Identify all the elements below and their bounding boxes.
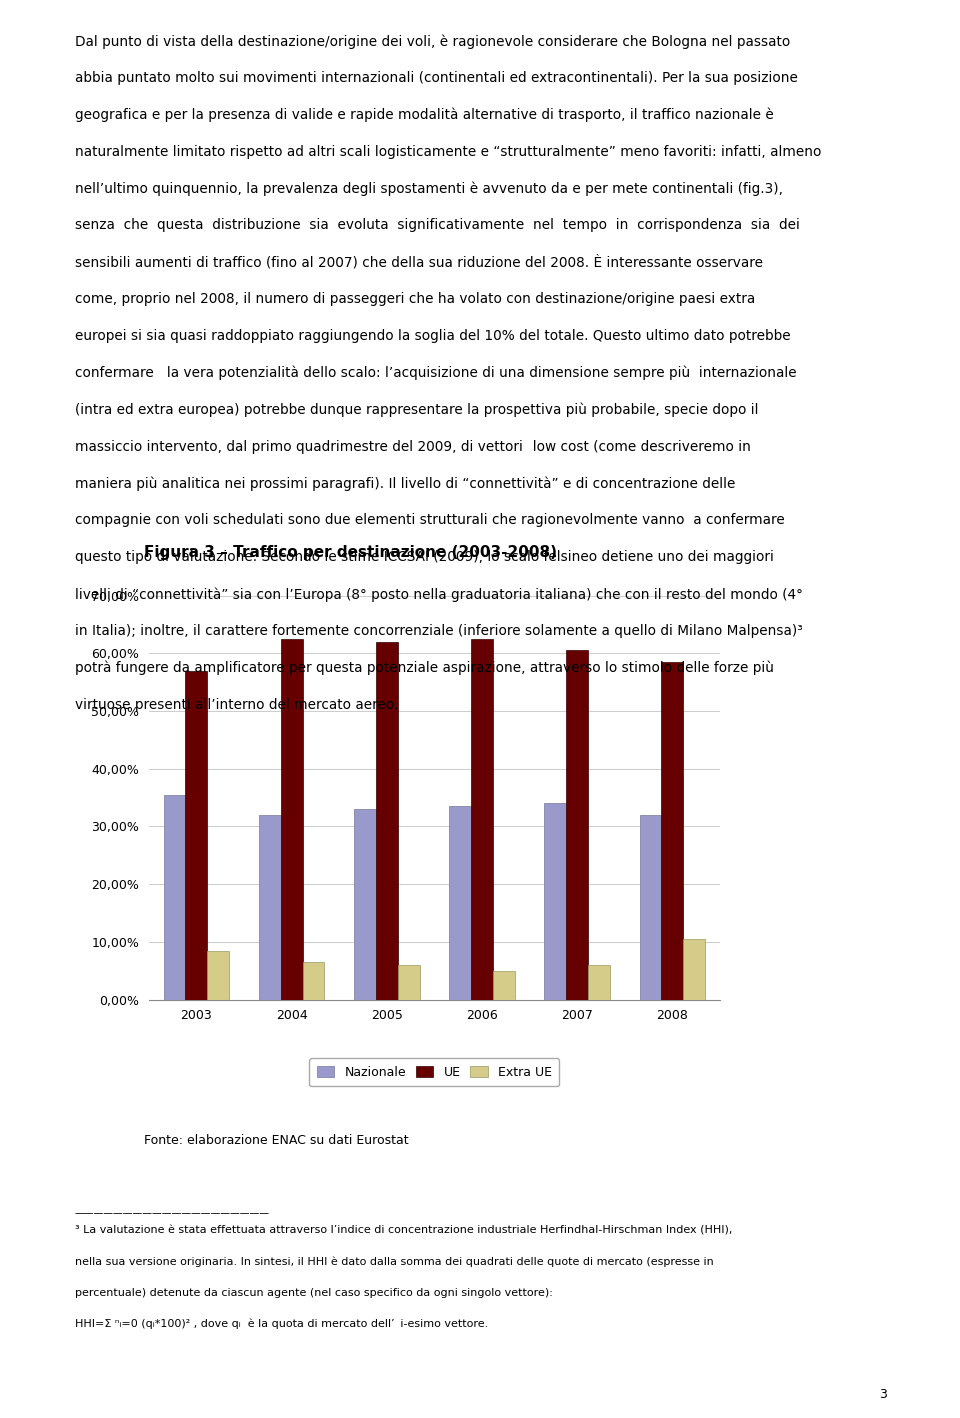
Text: 3: 3 <box>879 1388 887 1401</box>
Text: Dal punto di vista della destinazione/origine dei voli, è ragionevole considerar: Dal punto di vista della destinazione/or… <box>75 34 790 48</box>
Bar <box>471 640 492 1000</box>
Text: in Italia); inoltre, il carattere fortemente concorrenziale (inferiore solamente: in Italia); inoltre, il carattere fortem… <box>75 624 803 638</box>
Text: compagnie con voli schedulati sono due elementi strutturali che ragionevolmente : compagnie con voli schedulati sono due e… <box>75 513 784 527</box>
Text: (intra ed extra europea) potrebbe dunque rappresentare la prospettiva più probab: (intra ed extra europea) potrebbe dunque… <box>75 403 758 417</box>
Bar <box>566 651 588 1000</box>
Text: HHI=Σ ⁿᵢ=0 (qᵢ*100)² , dove qᵢ  è la quota di mercato dell’  i-esimo vettore.: HHI=Σ ⁿᵢ=0 (qᵢ*100)² , dove qᵢ è la quot… <box>75 1319 488 1329</box>
Text: abbia puntato molto sui movimenti internazionali (continentali ed extracontinent: abbia puntato molto sui movimenti intern… <box>75 71 798 85</box>
Text: sensibili aumenti di traffico (fino al 2007) che della sua riduzione del 2008. È: sensibili aumenti di traffico (fino al 2… <box>75 255 763 269</box>
Text: geografica e per la presenza di valide e rapide modalità alternative di trasport: geografica e per la presenza di valide e… <box>75 108 774 122</box>
Bar <box>639 815 661 1000</box>
Text: percentuale) detenute da ciascun agente (nel caso specifico da ogni singolo vett: percentuale) detenute da ciascun agente … <box>75 1288 553 1297</box>
Bar <box>280 640 302 1000</box>
Bar <box>684 939 706 1000</box>
Text: Fonte: elaborazione ENAC su dati Eurostat: Fonte: elaborazione ENAC su dati Eurosta… <box>144 1134 409 1147</box>
Text: maniera più analitica nei prossimi paragrafi). Il livello di “connettività” e di: maniera più analitica nei prossimi parag… <box>75 476 735 491</box>
Bar <box>544 804 566 1000</box>
Text: questo tipo di valutazione. Secondo le stime ICCSAI (2009), lo scalo felsineo de: questo tipo di valutazione. Secondo le s… <box>75 550 774 564</box>
Bar <box>185 671 207 1000</box>
Bar <box>302 963 324 1000</box>
Text: come, proprio nel 2008, il numero di passeggeri che ha volato con destinazione/o: come, proprio nel 2008, il numero di pas… <box>75 292 756 306</box>
Text: europei si sia quasi raddoppiato raggiungendo la soglia del 10% del totale. Ques: europei si sia quasi raddoppiato raggiun… <box>75 329 790 343</box>
Bar <box>259 815 280 1000</box>
Text: senza  che  questa  distribuzione  sia  evoluta  significativamente  nel  tempo : senza che questa distribuzione sia evolu… <box>75 218 800 233</box>
Text: potrà fungere da amplificatore per questa potenziale aspirazione, attraverso lo : potrà fungere da amplificatore per quest… <box>75 661 774 675</box>
Text: virtuose presenti all’interno del mercato aereo.: virtuose presenti all’interno del mercat… <box>75 698 398 712</box>
Bar <box>492 971 515 1000</box>
Bar <box>397 966 420 1000</box>
Bar <box>376 642 397 1000</box>
Bar <box>588 966 610 1000</box>
Text: ³ La valutazione è stata effettuata attraverso l’indice di concentrazione indust: ³ La valutazione è stata effettuata attr… <box>75 1225 732 1235</box>
Bar <box>661 662 684 1000</box>
Text: nell’ultimo quinquennio, la prevalenza degli spostamenti è avvenuto da e per met: nell’ultimo quinquennio, la prevalenza d… <box>75 182 783 196</box>
Text: confermare   la vera potenzialità dello scalo: l’acquisizione di una dimensione : confermare la vera potenzialità dello sc… <box>75 366 797 380</box>
Bar <box>207 950 229 1000</box>
Text: Figura 3 – Traffico per destinazione (2003-2008): Figura 3 – Traffico per destinazione (20… <box>144 545 557 560</box>
Text: massiccio intervento, dal primo quadrimestre del 2009, di vettori   low cost (co: massiccio intervento, dal primo quadrime… <box>75 440 751 454</box>
Bar <box>449 807 471 1000</box>
Bar <box>354 810 376 1000</box>
Bar <box>163 794 185 1000</box>
Text: ————————————————————: ———————————————————— <box>75 1208 270 1218</box>
Text: livelli di “connettività” sia con l’Europa (8° posto nella graduatoria italiana): livelli di “connettività” sia con l’Euro… <box>75 587 803 601</box>
Legend: Nazionale, UE, Extra UE: Nazionale, UE, Extra UE <box>309 1058 560 1086</box>
Text: naturalmente limitato rispetto ad altri scali logisticamente e “strutturalmente”: naturalmente limitato rispetto ad altri … <box>75 145 821 159</box>
Text: nella sua versione originaria. In sintesi, il HHI è dato dalla somma dei quadrat: nella sua versione originaria. In sintes… <box>75 1256 713 1266</box>
